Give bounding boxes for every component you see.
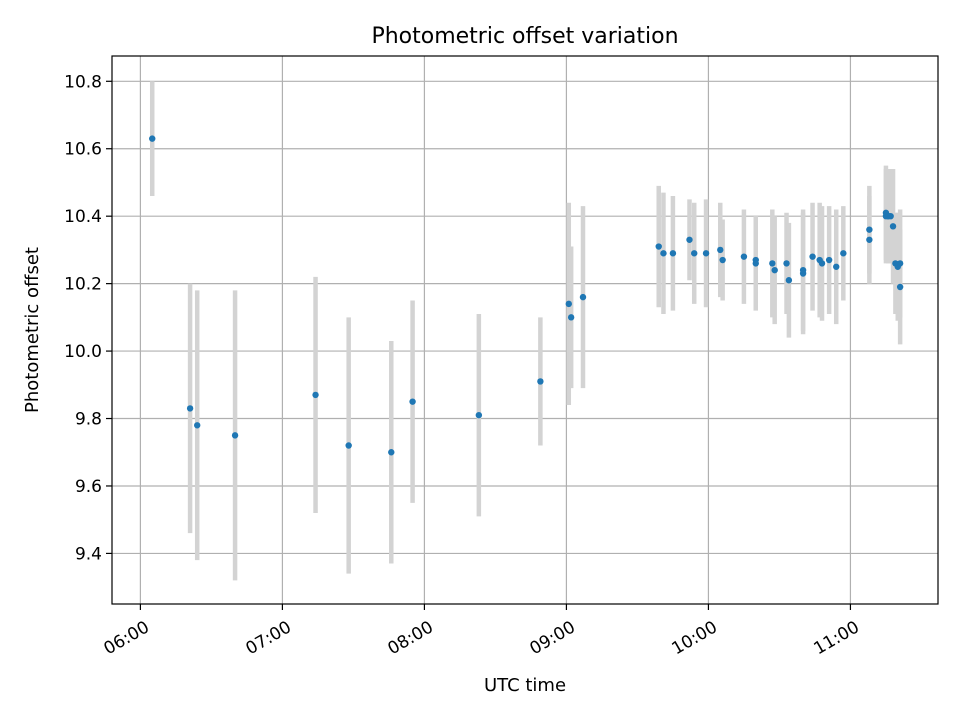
- data-point: [799, 270, 807, 277]
- data-point: [783, 260, 790, 267]
- data-point: [409, 398, 416, 405]
- data-point: [771, 266, 778, 274]
- data-point: [691, 250, 698, 257]
- data-point: [833, 263, 840, 270]
- y-tick-label: 9.4: [75, 544, 102, 564]
- chart-title: Photometric offset variation: [371, 24, 678, 49]
- point-layer: [149, 135, 904, 456]
- data-point: [565, 300, 572, 308]
- data-point: [719, 256, 726, 264]
- data-point: [231, 432, 239, 439]
- data-point: [194, 422, 201, 429]
- y-tick-label: 9.8: [75, 410, 102, 430]
- data-point: [825, 256, 833, 264]
- data-point: [388, 449, 395, 456]
- data-point: [537, 378, 544, 385]
- data-point: [579, 293, 587, 301]
- data-point: [186, 405, 194, 412]
- y-tick-label: 10.2: [64, 275, 102, 295]
- data-point: [567, 314, 575, 321]
- data-point: [312, 391, 319, 399]
- data-point: [149, 135, 156, 142]
- y-tick-label: 10.8: [64, 72, 102, 92]
- data-point: [717, 246, 724, 254]
- data-point: [752, 260, 759, 267]
- data-point: [866, 226, 873, 233]
- y-tick-label: 10.4: [64, 207, 102, 227]
- data-point: [669, 250, 677, 257]
- y-axis-label: Photometric offset: [22, 247, 43, 413]
- data-point: [785, 277, 793, 284]
- data-point: [896, 283, 904, 291]
- data-point: [345, 442, 352, 449]
- grid-layer: [112, 56, 938, 604]
- plot-frame: [111, 55, 939, 605]
- data-point: [889, 223, 897, 230]
- data-point: [809, 253, 816, 260]
- data-point: [866, 236, 873, 243]
- data-point: [818, 260, 826, 267]
- data-point: [686, 236, 693, 243]
- data-point: [896, 260, 904, 267]
- data-point: [655, 243, 662, 250]
- y-tick-label: 9.6: [75, 477, 102, 497]
- data-point: [769, 260, 776, 267]
- x-axis-label: UTC time: [484, 675, 566, 696]
- data-point: [740, 253, 748, 260]
- data-point: [840, 250, 847, 257]
- y-tick-label: 10.6: [64, 140, 102, 160]
- data-point: [475, 411, 483, 419]
- data-point: [887, 212, 894, 220]
- y-tick-label: 10.0: [64, 342, 102, 362]
- data-point: [660, 250, 667, 257]
- data-point: [702, 250, 710, 257]
